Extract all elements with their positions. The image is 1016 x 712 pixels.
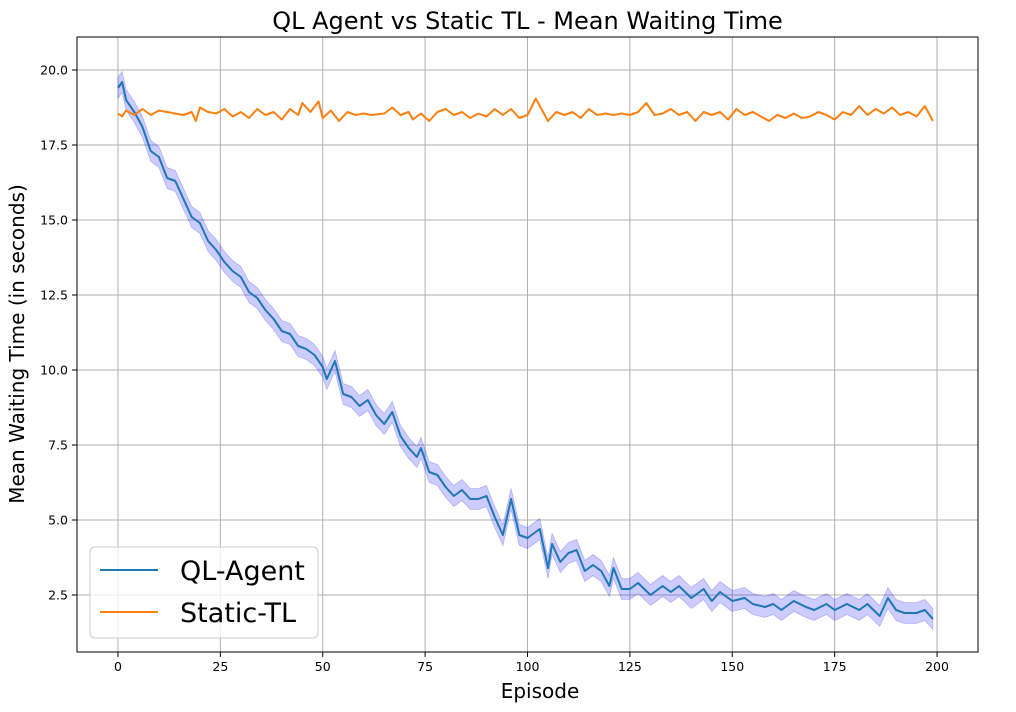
series-line-ql-agent bbox=[117, 81, 934, 620]
x-tick-label: 75 bbox=[417, 659, 433, 674]
series-line-static-tl bbox=[117, 97, 934, 122]
x-tick-label: 50 bbox=[315, 659, 331, 674]
y-axis-label: Mean Waiting Time (in seconds) bbox=[5, 184, 29, 504]
x-tick-label: 125 bbox=[618, 659, 642, 674]
x-tick-label: 150 bbox=[720, 659, 744, 674]
confidence-band-ql-agent bbox=[117, 70, 934, 631]
chart-title: QL Agent vs Static TL - Mean Waiting Tim… bbox=[272, 7, 783, 35]
y-tick-label: 2.5 bbox=[48, 588, 68, 603]
y-tick-label: 5.0 bbox=[48, 513, 68, 528]
y-tick-label: 15.0 bbox=[40, 213, 68, 228]
grid bbox=[77, 37, 978, 652]
y-tick-label: 12.5 bbox=[40, 288, 68, 303]
legend-label-static-tl: Static-TL bbox=[180, 598, 296, 629]
legend-label-ql-agent: QL-Agent bbox=[180, 556, 305, 587]
y-tick-label: 20.0 bbox=[40, 63, 68, 78]
confidence-band-layer bbox=[117, 70, 934, 631]
y-axis-ticks: 2.5 5.0 7.5 10.0 12.5 15.0 17.5 20.0 bbox=[40, 63, 77, 603]
y-tick-label: 17.5 bbox=[40, 138, 68, 153]
x-tick-label: 175 bbox=[823, 659, 847, 674]
x-axis-ticks: 0 25 50 75 100 125 150 175 200 bbox=[114, 652, 949, 674]
x-tick-label: 25 bbox=[212, 659, 228, 674]
x-tick-label: 0 bbox=[114, 659, 122, 674]
x-axis-label: Episode bbox=[501, 679, 580, 703]
legend: QL-Agent Static-TL bbox=[89, 546, 319, 639]
x-tick-label: 100 bbox=[516, 659, 540, 674]
y-tick-label: 10.0 bbox=[40, 363, 68, 378]
x-tick-label: 200 bbox=[925, 659, 949, 674]
y-tick-label: 7.5 bbox=[48, 438, 68, 453]
series-line-layer bbox=[117, 81, 934, 620]
